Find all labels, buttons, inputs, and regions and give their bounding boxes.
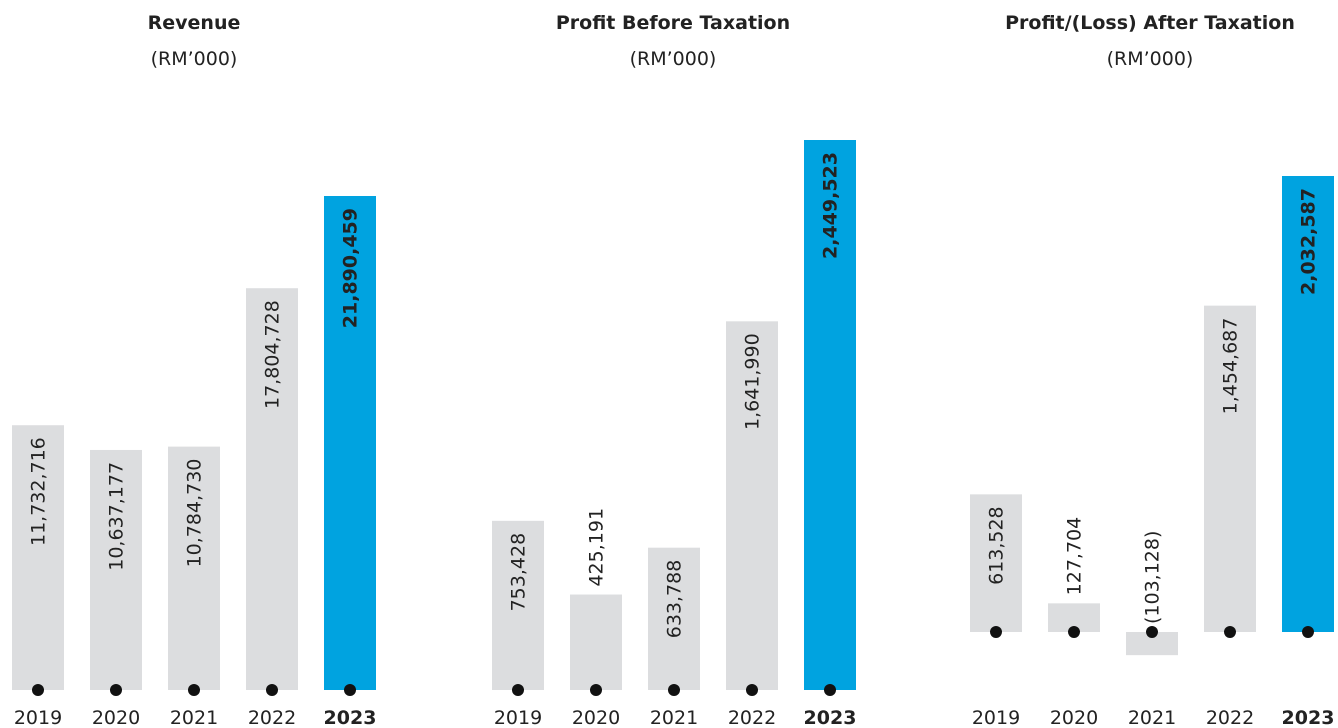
x-tick-label: 2019 <box>14 707 62 728</box>
bar <box>648 547 700 690</box>
baseline-dot <box>188 684 200 696</box>
bar <box>324 196 376 690</box>
value-label: 633,788 <box>664 560 686 639</box>
x-tick-label: 2021 <box>170 707 218 728</box>
baseline-dot <box>344 684 356 696</box>
chart-title: Profit/(Loss) After Taxation <box>1005 12 1295 34</box>
baseline-dot <box>590 684 602 696</box>
value-label: 21,890,459 <box>340 208 362 328</box>
value-label: 17,804,728 <box>262 300 284 409</box>
x-tick-label: 2020 <box>1050 707 1098 728</box>
value-label: 613,528 <box>986 506 1008 585</box>
bar <box>1204 305 1256 632</box>
baseline-dot <box>1224 626 1236 638</box>
x-tick-label: 2020 <box>92 707 140 728</box>
value-label: 10,637,177 <box>106 462 128 571</box>
x-tick-label: 2022 <box>728 707 776 728</box>
value-label: 10,784,730 <box>184 459 206 568</box>
value-label: 127,704 <box>1064 517 1086 596</box>
bar <box>90 449 142 690</box>
baseline-dot <box>990 626 1002 638</box>
chart-subtitle: (RM’000) <box>630 48 717 70</box>
x-tick-label: 2021 <box>650 707 698 728</box>
x-tick-label: 2022 <box>248 707 296 728</box>
value-label: (103,128) <box>1142 531 1164 624</box>
baseline-dot <box>1302 626 1314 638</box>
value-label: 11,732,716 <box>28 437 50 546</box>
value-label: 753,428 <box>508 533 530 612</box>
bar <box>168 446 220 690</box>
value-label: 1,641,990 <box>742 333 764 430</box>
value-label: 2,449,523 <box>820 152 842 259</box>
x-tick-label: 2023 <box>804 707 857 728</box>
baseline-dot <box>110 684 122 696</box>
value-label: 425,191 <box>586 508 608 587</box>
x-tick-label: 2022 <box>1206 707 1254 728</box>
baseline-dot <box>824 684 836 696</box>
baseline-dot <box>1068 626 1080 638</box>
bar <box>246 288 298 690</box>
baseline-dot <box>266 684 278 696</box>
bar <box>492 520 544 690</box>
value-label: 2,032,587 <box>1298 188 1320 295</box>
bar <box>570 594 622 690</box>
x-tick-label: 2020 <box>572 707 620 728</box>
x-tick-label: 2023 <box>1282 707 1335 728</box>
bar <box>1282 176 1334 632</box>
x-tick-label: 2023 <box>324 707 377 728</box>
baseline-dot <box>1146 626 1158 638</box>
bar <box>12 425 64 690</box>
baseline-dot <box>746 684 758 696</box>
chart-subtitle: (RM’000) <box>151 48 238 70</box>
x-tick-label: 2021 <box>1128 707 1176 728</box>
baseline-dot <box>32 684 44 696</box>
chart-title: Profit Before Taxation <box>556 12 790 34</box>
bar <box>726 321 778 690</box>
x-tick-label: 2019 <box>972 707 1020 728</box>
bar <box>1126 632 1178 656</box>
bar <box>804 140 856 690</box>
chart-title: Revenue <box>148 12 241 34</box>
value-label: 1,454,687 <box>1220 318 1242 415</box>
chart-subtitle: (RM’000) <box>1107 48 1194 70</box>
baseline-dot <box>512 684 524 696</box>
x-tick-label: 2019 <box>494 707 542 728</box>
baseline-dot <box>668 684 680 696</box>
bar <box>970 494 1022 632</box>
